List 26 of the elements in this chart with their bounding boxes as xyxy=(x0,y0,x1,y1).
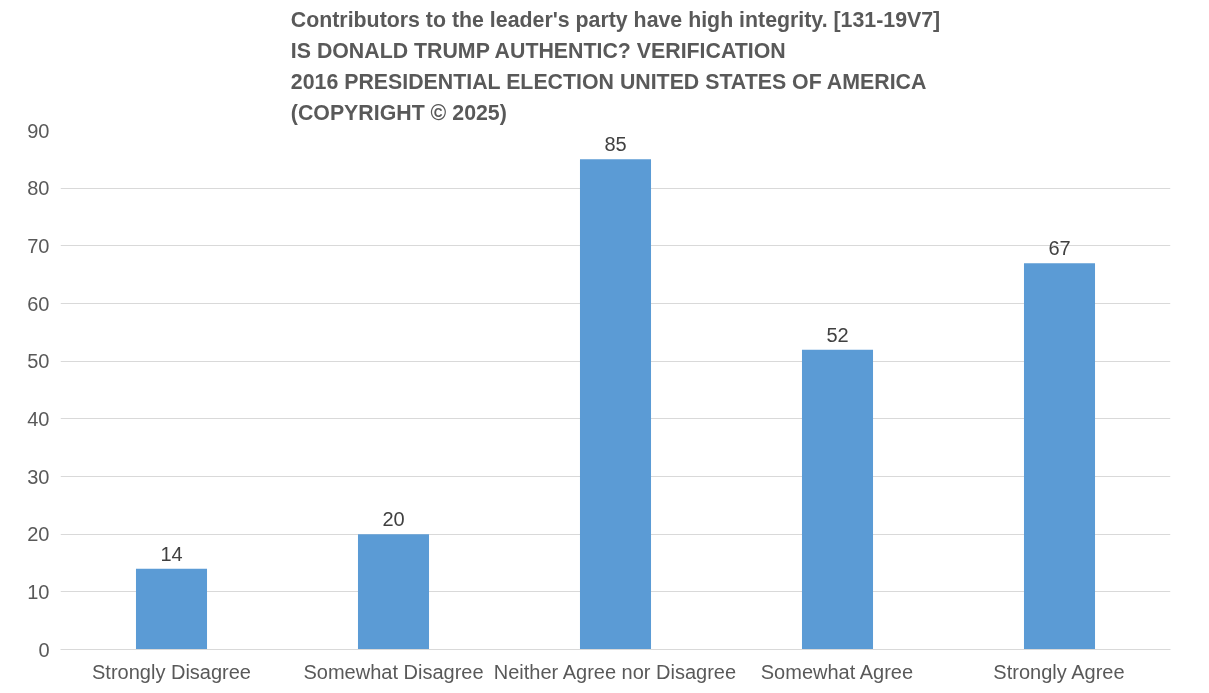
y-tick-label: 50 xyxy=(27,350,50,373)
bar xyxy=(579,159,652,650)
y-tick-label: 90 xyxy=(27,119,50,142)
bar xyxy=(135,568,208,650)
y-tick-label: 80 xyxy=(27,177,50,200)
x-tick-label: Strongly Disagree xyxy=(92,660,251,683)
data-label: 14 xyxy=(160,542,183,565)
y-tick-label: 0 xyxy=(38,638,50,661)
y-tick-label: 20 xyxy=(27,523,50,546)
y-tick-label: 10 xyxy=(27,580,50,603)
x-tick-label: Somewhat Disagree xyxy=(303,660,484,683)
y-tick-label: 60 xyxy=(27,292,50,315)
y-tick-label: 40 xyxy=(27,407,50,430)
bar xyxy=(1023,263,1096,650)
data-label: 52 xyxy=(826,323,849,346)
x-tick-label: Neither Agree nor Disagree xyxy=(493,660,737,683)
data-label: 67 xyxy=(1048,237,1071,260)
bar xyxy=(357,534,430,650)
data-label: 85 xyxy=(604,133,627,156)
x-tick-label: Somewhat Agree xyxy=(760,660,914,683)
chart-title: Contributors to the leader's party have high integrity. [131-19V7] IS DONALD TRUMP AUTHENTIC? VERIFICATION 2016 PRESIDENTIAL ELECTION UNITED STATES OF AMERICA (COPYRIGHT © 2025) xyxy=(290,7,941,126)
y-tick-label: 30 xyxy=(27,465,50,488)
x-tick-label: Strongly Agree xyxy=(993,660,1125,683)
bar xyxy=(801,349,874,650)
y-tick-label: 70 xyxy=(27,234,50,257)
data-label: 20 xyxy=(382,508,405,531)
